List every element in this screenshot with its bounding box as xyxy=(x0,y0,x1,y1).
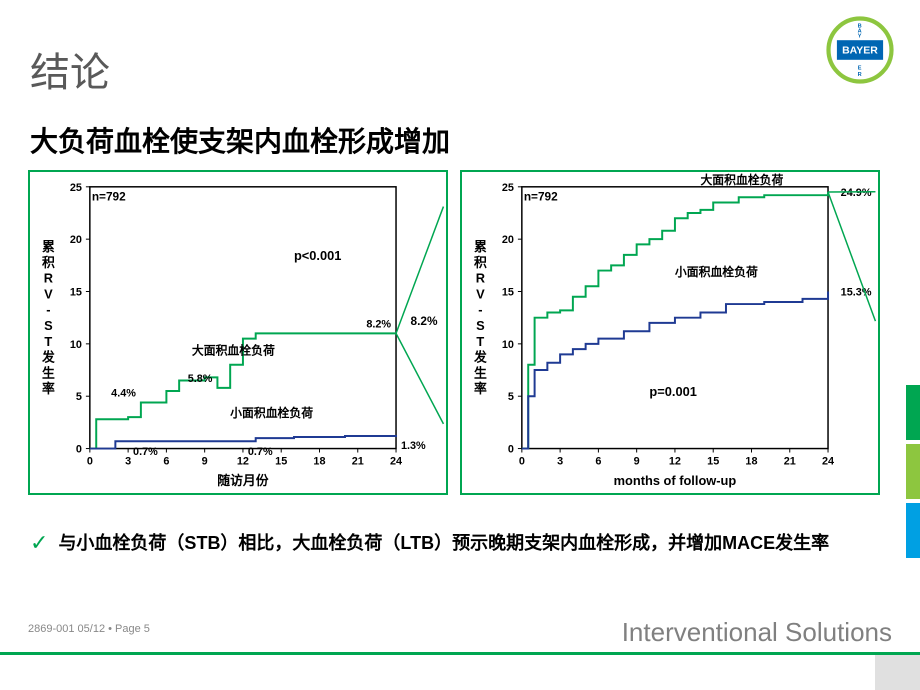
svg-text:R: R xyxy=(44,271,53,286)
slide-subtitle: 大负荷血栓使支架内血栓形成增加 xyxy=(30,120,450,160)
bottom-accent-line xyxy=(0,652,920,655)
slide-title: 结论 xyxy=(30,40,110,98)
svg-text:3: 3 xyxy=(125,455,131,467)
svg-text:25: 25 xyxy=(70,182,82,194)
check-icon: ✓ xyxy=(30,530,48,556)
svg-text:积: 积 xyxy=(42,255,55,270)
svg-text:1.3%: 1.3% xyxy=(401,440,426,452)
side-bar xyxy=(906,444,920,499)
svg-text:24: 24 xyxy=(822,455,834,467)
svg-text:0: 0 xyxy=(519,455,525,467)
svg-text:发: 发 xyxy=(473,350,487,365)
svg-text:S: S xyxy=(476,318,485,333)
svg-text:5: 5 xyxy=(508,391,514,403)
svg-text:发: 发 xyxy=(41,350,55,365)
svg-text:21: 21 xyxy=(352,455,364,467)
svg-text:累: 累 xyxy=(474,239,487,254)
svg-text:生: 生 xyxy=(42,365,55,380)
svg-text:15: 15 xyxy=(707,455,719,467)
svg-text:0: 0 xyxy=(76,444,82,456)
svg-text:Y: Y xyxy=(858,33,862,39)
svg-text:T: T xyxy=(476,334,484,349)
svg-text:21: 21 xyxy=(784,455,796,467)
svg-text:生: 生 xyxy=(474,365,487,380)
chart-right: 0 5 10 15 20 25 0 3 6 9 12 15 18 21 24 累积RV-ST发生率 months… xyxy=(460,170,880,495)
svg-text:5: 5 xyxy=(76,391,82,403)
side-accent-bars xyxy=(906,385,920,562)
svg-text:4.4%: 4.4% xyxy=(111,388,136,400)
svg-text:率: 率 xyxy=(42,381,55,396)
svg-text:n=792: n=792 xyxy=(524,190,558,204)
svg-text:15: 15 xyxy=(70,286,82,298)
svg-text:10: 10 xyxy=(70,339,82,351)
slide: 结论 BAYER A B Y E R 大负荷血栓使支架内血栓形成增加 05101… xyxy=(0,0,920,690)
svg-text:小面积血栓负荷: 小面积血栓负荷 xyxy=(674,265,758,279)
svg-text:小面积血栓负荷: 小面积血栓负荷 xyxy=(229,406,313,420)
footer-right: Interventional Solutions xyxy=(622,617,892,648)
bullet-row: ✓ 与小血栓负荷（STB）相比，大血栓负荷（LTB）预示晚期支架内血栓形成，并增… xyxy=(30,530,890,557)
svg-text:9: 9 xyxy=(634,455,640,467)
chart-left: 051015202503691215182124累积RV-ST发生率随访月份n=… xyxy=(28,170,448,495)
svg-text:-: - xyxy=(46,302,50,317)
svg-text:18: 18 xyxy=(313,455,325,467)
svg-text:p<0.001: p<0.001 xyxy=(294,248,341,263)
svg-text:积: 积 xyxy=(474,255,487,270)
bullet-text: 与小血栓负荷（STB）相比，大血栓负荷（LTB）预示晚期支架内血栓形成，并增加M… xyxy=(58,530,829,557)
svg-text:p=0.001: p=0.001 xyxy=(649,384,696,399)
svg-text:15: 15 xyxy=(502,286,514,298)
svg-text:大面积血栓负荷: 大面积血栓负荷 xyxy=(700,173,783,187)
svg-text:0: 0 xyxy=(508,444,514,456)
svg-text:6: 6 xyxy=(595,455,601,467)
svg-text:率: 率 xyxy=(474,381,487,396)
svg-text:15: 15 xyxy=(275,455,287,467)
side-bar xyxy=(906,385,920,440)
svg-text:months of follow-up: months of follow-up xyxy=(614,473,737,488)
svg-text:8.2%: 8.2% xyxy=(366,318,391,330)
svg-text:累: 累 xyxy=(42,239,55,254)
corner-notch xyxy=(875,655,920,690)
svg-text:24: 24 xyxy=(390,455,402,467)
svg-text:B: B xyxy=(858,24,863,30)
svg-text:-: - xyxy=(478,302,482,317)
svg-text:24.9%: 24.9% xyxy=(841,187,872,199)
svg-text:20: 20 xyxy=(502,234,514,246)
svg-text:20: 20 xyxy=(70,234,82,246)
svg-text:n=792: n=792 xyxy=(92,190,126,204)
footer-left: 2869-001 05/12 • Page 5 xyxy=(28,623,150,635)
svg-text:BAYER: BAYER xyxy=(842,45,878,57)
svg-text:R: R xyxy=(858,72,863,78)
svg-text:随访月份: 随访月份 xyxy=(217,473,268,488)
svg-text:25: 25 xyxy=(502,182,514,194)
svg-text:S: S xyxy=(44,318,53,333)
svg-text:5.8%: 5.8% xyxy=(188,373,213,385)
svg-text:V: V xyxy=(476,286,485,301)
svg-text:V: V xyxy=(44,286,53,301)
svg-text:大面积血栓负荷: 大面积血栓负荷 xyxy=(192,343,275,357)
svg-text:0.7%: 0.7% xyxy=(133,446,158,458)
svg-text:8.2%: 8.2% xyxy=(411,314,438,328)
svg-text:0.7%: 0.7% xyxy=(248,446,273,458)
bayer-logo: BAYER A B Y E R xyxy=(825,15,895,90)
svg-text:18: 18 xyxy=(745,455,757,467)
svg-text:10: 10 xyxy=(502,339,514,351)
svg-text:12: 12 xyxy=(669,455,681,467)
svg-text:9: 9 xyxy=(202,455,208,467)
svg-text:R: R xyxy=(476,271,485,286)
svg-text:0: 0 xyxy=(87,455,93,467)
svg-text:E: E xyxy=(858,66,862,72)
svg-text:T: T xyxy=(44,334,52,349)
svg-text:3: 3 xyxy=(557,455,563,467)
side-bar xyxy=(906,503,920,558)
svg-text:6: 6 xyxy=(163,455,169,467)
